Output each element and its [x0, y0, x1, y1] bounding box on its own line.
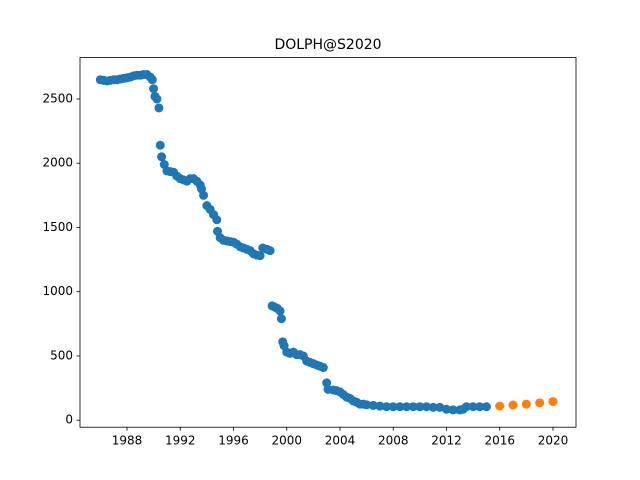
point [265, 246, 275, 256]
point [147, 75, 157, 85]
point [535, 398, 545, 408]
point [382, 402, 392, 412]
point [375, 401, 385, 411]
point [422, 402, 432, 412]
point [521, 399, 531, 409]
point [468, 402, 478, 412]
x-tick-label: 2016 [484, 434, 515, 448]
point [548, 397, 558, 407]
point [157, 152, 167, 162]
y-tick-label: 1500 [42, 220, 73, 234]
point [395, 402, 405, 412]
point [441, 404, 451, 414]
x-tick-label: 2000 [271, 434, 302, 448]
point [368, 400, 378, 410]
x-tick-label: 1988 [112, 434, 143, 448]
point [461, 402, 471, 412]
point [448, 405, 458, 415]
point [212, 215, 222, 225]
point [495, 401, 505, 411]
point [408, 402, 418, 412]
point [149, 84, 159, 94]
chart-title: DOLPH@S2020 [274, 37, 381, 53]
y-tick-label: 1000 [42, 284, 73, 298]
point [152, 94, 162, 104]
point [362, 400, 372, 410]
y-tick-label: 500 [50, 348, 73, 362]
x-tick-label: 2008 [378, 434, 409, 448]
x-tick-label: 2012 [431, 434, 462, 448]
x-tick-label: 2020 [538, 434, 569, 448]
point [154, 103, 164, 113]
point [318, 363, 328, 373]
point [388, 402, 398, 412]
axes-frame [79, 57, 577, 428]
x-tick-label: 1996 [218, 434, 249, 448]
y-tick-label: 2000 [42, 156, 73, 170]
point [199, 190, 209, 200]
point [415, 402, 425, 412]
point [428, 402, 438, 412]
point [475, 402, 485, 412]
y-tick-label: 2500 [42, 91, 73, 105]
point [255, 251, 265, 261]
point [481, 402, 491, 412]
y-tick-label: 0 [65, 413, 73, 427]
point [402, 402, 412, 412]
point [508, 400, 518, 410]
point [276, 314, 286, 324]
point [155, 140, 165, 150]
x-tick-label: 1992 [165, 434, 196, 448]
point [275, 306, 285, 316]
x-tick-label: 2004 [325, 434, 356, 448]
